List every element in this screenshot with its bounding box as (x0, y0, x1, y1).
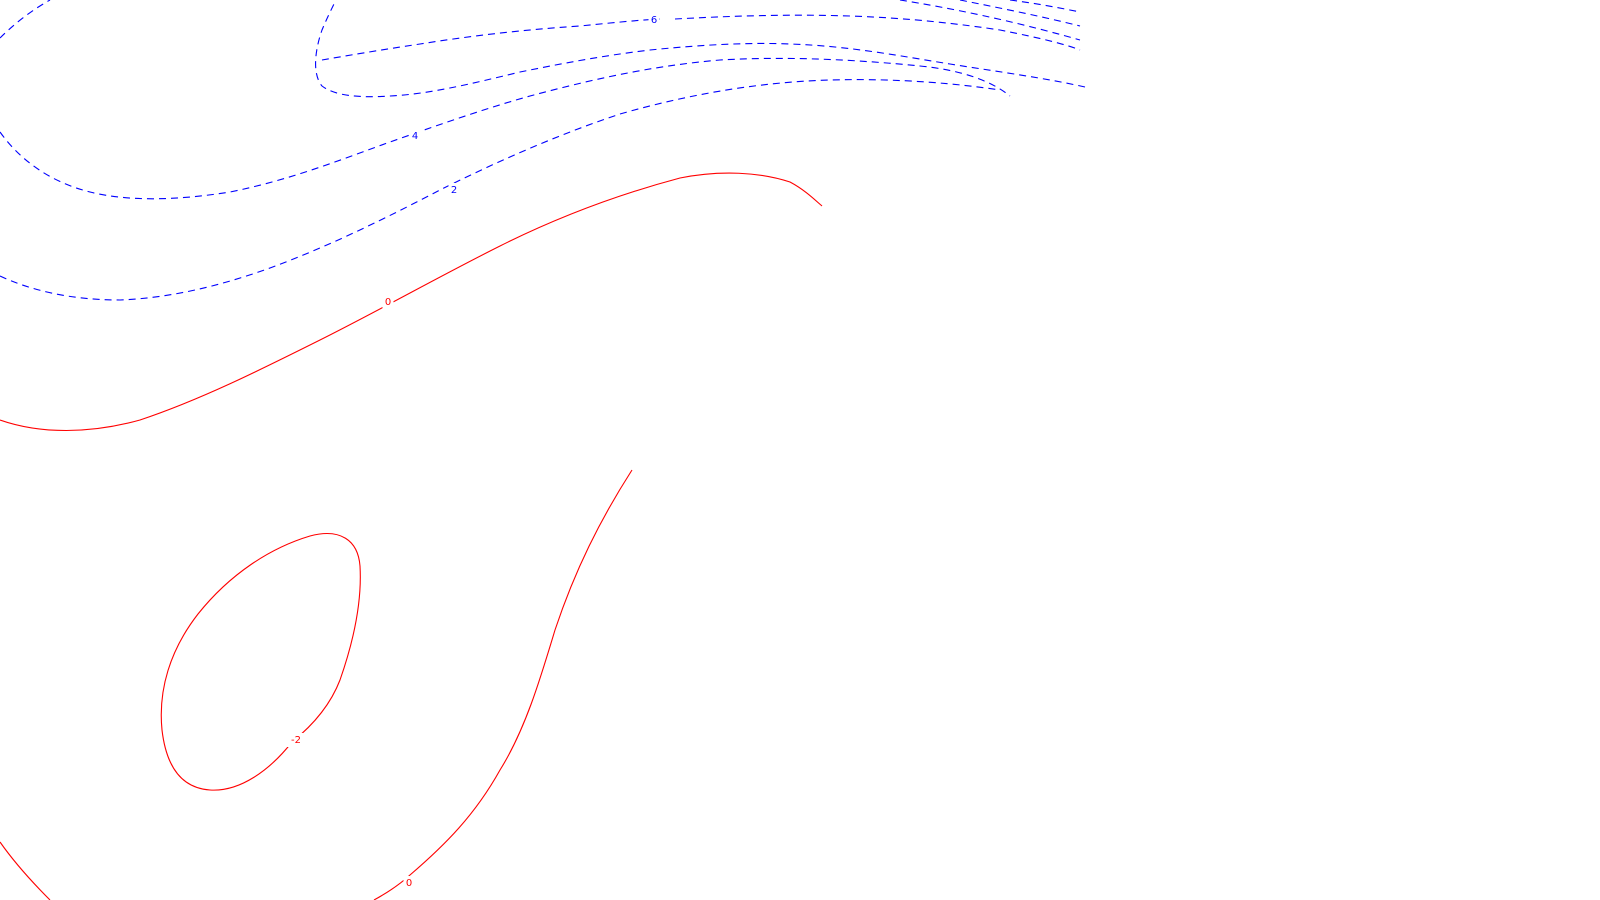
contour-label-6-knockout (648, 13, 660, 27)
contour-label-neg2: -2 (291, 735, 301, 746)
contour-label-neg2-knockout (287, 733, 305, 747)
contour-line-0-corner (0, 841, 51, 900)
contour-line-6-top (674, 14, 1081, 51)
contour-label-2: 2 (451, 185, 457, 196)
contour-label-0-upper-knockout (382, 295, 394, 309)
contour-line-2-main (0, 79, 1001, 301)
contour-line-4-lower (0, 57, 1011, 200)
contour-label-0-lower-knockout (403, 876, 415, 890)
contour-line-4-main (0, 0, 51, 39)
contour-label-6: 6 (651, 15, 657, 26)
contour-labels: 6 4 2 0 -2 0 (287, 13, 660, 890)
contour-label-2-knockout (448, 183, 460, 197)
contour-line-6-upper (321, 18, 661, 61)
contour-label-4: 4 (412, 131, 418, 142)
contour-label-4-knockout (409, 129, 421, 143)
contour-label-0-lower: 0 (406, 878, 412, 889)
contour-lines (0, 0, 1086, 900)
contour-line-neg2-loop (160, 533, 361, 791)
contour-line-0-upper (0, 172, 823, 431)
contour-line-6-main (315, 0, 1086, 98)
contour-line-0-lower (373, 469, 633, 900)
contour-line-6-edge-2 (959, 0, 1081, 27)
contour-line-6-edge-1 (899, 0, 1081, 41)
contour-line-6-edge-3 (1009, 0, 1081, 13)
contour-label-0-upper: 0 (385, 297, 391, 308)
